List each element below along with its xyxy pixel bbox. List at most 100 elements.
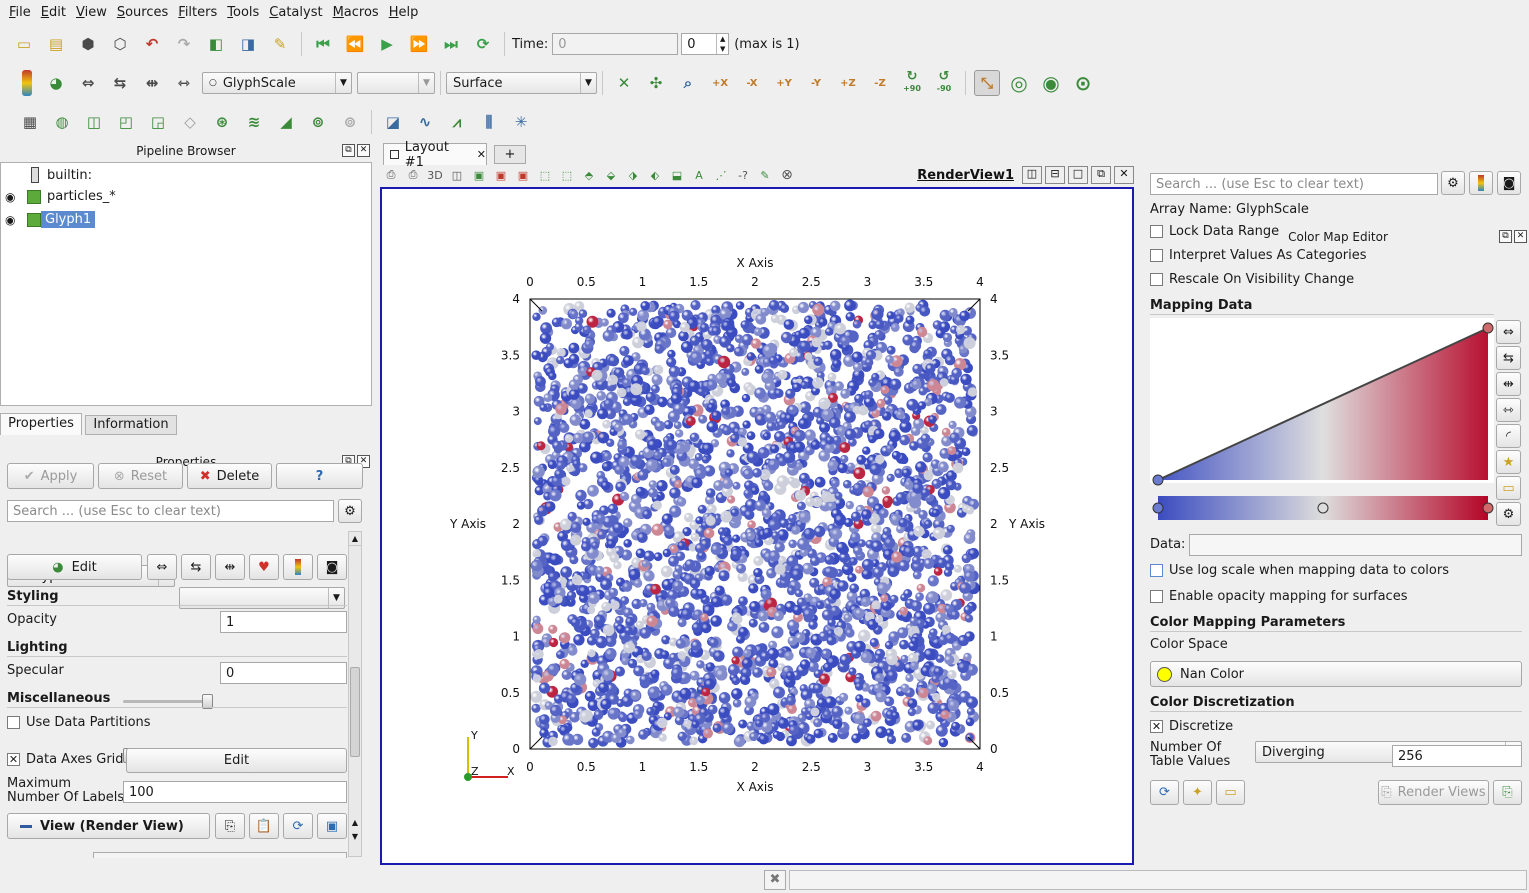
scroll-down-icon[interactable]: ▼	[351, 832, 359, 841]
opacity-function-canvas[interactable]	[1150, 318, 1494, 528]
probe-icon[interactable]: ✳	[514, 113, 528, 131]
opacity-control-point[interactable]	[1152, 474, 1164, 486]
auto-update-icon[interactable]: ⎘	[1493, 780, 1522, 805]
camera-undo-icon[interactable]: ◧	[208, 35, 224, 53]
legend-edit-button[interactable]: ◙	[1497, 171, 1521, 195]
zoom-to-data-icon[interactable]: ✣	[649, 74, 663, 92]
copy-icon[interactable]: ⎘	[215, 813, 245, 839]
menu-file[interactable]: File	[9, 4, 31, 20]
add-layout-tab-button[interactable]: +	[494, 145, 526, 164]
rescale-temporal-button[interactable]: ⇹	[215, 554, 245, 580]
redo-icon[interactable]: ↷	[177, 35, 191, 53]
log-scale-checkbox[interactable]: Use log scale when mapping data to color…	[1150, 563, 1449, 578]
first-frame-icon[interactable]: ⏮	[316, 35, 330, 53]
scrollbar-thumb[interactable]	[350, 667, 360, 757]
invert-icon[interactable]: ◜	[1496, 424, 1521, 448]
recent-files-icon[interactable]: ▤	[48, 35, 64, 53]
clear-selection-icon[interactable]: ⊗	[781, 167, 793, 183]
lock-range-checkbox[interactable]: Lock Data Range	[1150, 224, 1279, 239]
save-preset-icon[interactable]: ▭	[1496, 476, 1521, 500]
label-cells-icon[interactable]: A	[695, 168, 703, 182]
menu-tools[interactable]: Tools	[227, 4, 260, 20]
select-surface-points-icon[interactable]: ▣	[495, 168, 507, 182]
rescale-temporal-button[interactable]: ⇹	[1496, 372, 1521, 396]
nan-color-button[interactable]: Nan Color	[1150, 661, 1522, 687]
reset-center-icon[interactable]: ◉	[1042, 71, 1060, 95]
view-plus-x-icon[interactable]: +X	[711, 77, 729, 89]
select-frustum-icon[interactable]: ▣	[517, 168, 529, 182]
three-d-toggle[interactable]: 3D	[427, 168, 443, 182]
undo-icon[interactable]: ↶	[145, 35, 159, 53]
calculator-icon[interactable]: ▦	[22, 113, 38, 131]
shrink-selection-icon[interactable]: ⬖	[650, 168, 660, 182]
contour-icon[interactable]: ◍	[55, 113, 69, 131]
last-frame-icon[interactable]: ⏭	[444, 35, 458, 53]
tab-properties[interactable]: Properties	[0, 413, 82, 435]
checkbox-box[interactable]: ✕	[7, 753, 20, 766]
interpret-categories-checkbox[interactable]: Interpret Values As Categories	[1150, 248, 1367, 263]
float-icon[interactable]: ⧉	[342, 144, 355, 157]
status-close-icon[interactable]: ✖	[764, 870, 786, 890]
color-legend-icon[interactable]	[22, 70, 32, 96]
hover-points-icon[interactable]: ⬙	[606, 168, 616, 182]
open-file-icon[interactable]: ▭	[16, 35, 32, 53]
plot-over-line-icon[interactable]: ∿	[418, 113, 432, 131]
axes-grid-edit-button[interactable]: Edit	[126, 748, 347, 773]
split-vertical-icon[interactable]: ⊟	[1045, 166, 1065, 184]
camera-redo-icon[interactable]: ◨	[240, 35, 256, 53]
view-minus-y-icon[interactable]: -Y	[811, 77, 821, 89]
show-orientation-axes-icon[interactable]: ⤡	[974, 70, 1000, 96]
use-partitions-checkbox[interactable]: Use Data Partitions	[7, 715, 151, 730]
rescale-custom-icon[interactable]: ⇆	[113, 74, 127, 92]
clip-icon[interactable]: ◫	[86, 113, 102, 131]
connect-icon[interactable]: ⬢	[81, 35, 95, 53]
extract-level-icon[interactable]: ⊚	[343, 113, 357, 131]
checkbox-box[interactable]	[1150, 225, 1163, 238]
camera-icon[interactable]: ◫	[451, 168, 463, 182]
zoom-to-box-icon[interactable]: ⌕	[683, 74, 693, 92]
hover-cells-icon[interactable]: -?	[738, 168, 748, 182]
close-icon[interactable]: ✕	[1114, 166, 1134, 184]
num-values-field[interactable]: 256	[1392, 745, 1522, 767]
save-defaults-icon[interactable]: ✦	[1183, 780, 1212, 805]
render-view[interactable]: 0 0 0.5 0.5 1 1 1.5 1.5 2 2 2.5 2.5 3 3 3.5 3.5 4 4 0 0 0.5 0…	[380, 187, 1134, 865]
play-icon[interactable]: ▶	[381, 35, 393, 53]
view-section-header[interactable]: View (Render View)	[7, 813, 210, 839]
select-polygon-icon[interactable]: ⬚	[561, 168, 573, 182]
capture-icon[interactable]: ⎙	[386, 168, 396, 181]
rescale-visible-icon[interactable]: ⇿	[177, 74, 191, 92]
pipeline-item-particles[interactable]: ◉ particles_*	[5, 189, 116, 204]
properties-scrollbar[interactable]: ▲ ▲ ▼	[348, 531, 362, 857]
favorites-button[interactable]: ♥	[249, 554, 279, 580]
colormap-gear-icon[interactable]: ⚙	[1441, 171, 1465, 195]
restore-defaults-icon[interactable]: ▭	[1216, 780, 1245, 805]
show-center-icon[interactable]: ◎	[1010, 71, 1028, 95]
time-step-spinbox[interactable]: 0 ▲ ▼	[681, 33, 730, 55]
rescale-custom-button[interactable]: ⇆	[181, 554, 211, 580]
data-value-field[interactable]	[1189, 534, 1522, 556]
axes-grid-checkbox[interactable]: ✕ Data Axes Grid	[7, 752, 124, 767]
view-minus-x-icon[interactable]: -X	[746, 77, 758, 89]
menu-sources[interactable]: Sources	[116, 4, 169, 20]
slider-handle[interactable]	[202, 694, 213, 709]
group-datasets-icon[interactable]: ⊚	[311, 113, 325, 131]
update-ranges-icon[interactable]: ⟳	[1150, 780, 1179, 805]
choose-preset-icon[interactable]: ★	[1496, 450, 1521, 474]
threshold-icon[interactable]: ◲	[150, 113, 166, 131]
checkbox-box[interactable]	[1150, 273, 1163, 286]
palette-icon[interactable]: ✎	[273, 35, 287, 53]
checkbox-box[interactable]	[7, 716, 20, 729]
color-control-point[interactable]	[1482, 502, 1494, 514]
colormap-search-input[interactable]: Search ... (use Esc to clear text)	[1150, 173, 1438, 195]
refresh-icon[interactable]: ⟳	[283, 813, 313, 839]
rescale-temporal-icon[interactable]: ⇹	[145, 74, 159, 92]
tab-information[interactable]: Information	[85, 415, 177, 435]
scroll-up-icon[interactable]: ▲	[351, 818, 359, 827]
specular-field[interactable]: 0	[220, 662, 347, 684]
view-plus-z-icon[interactable]: +Z	[840, 77, 856, 89]
save-icon[interactable]: ▣	[317, 813, 347, 839]
plot-selection-icon[interactable]: ⩘	[452, 113, 462, 131]
edit-colormap-icon[interactable]: ◕	[49, 74, 63, 92]
disconnect-icon[interactable]: ⬡	[113, 35, 127, 53]
spin-arrows-icon[interactable]: ▲ ▼	[716, 34, 728, 54]
